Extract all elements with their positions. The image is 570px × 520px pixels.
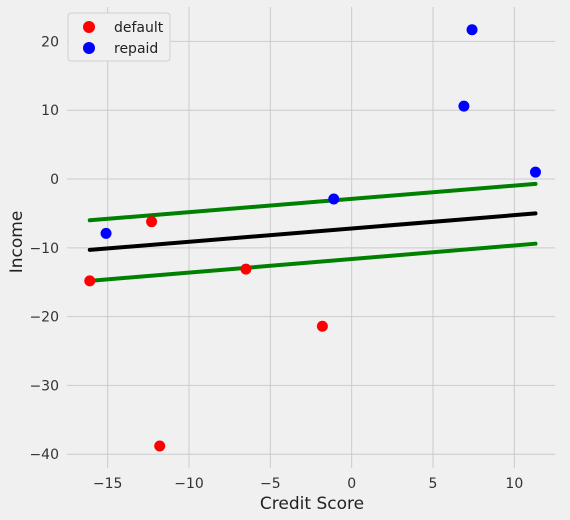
point-repaid [466,24,478,36]
x-tick-label: −10 [174,476,204,492]
y-tick-label: 20 [41,34,59,50]
fit-line [87,181,538,223]
point-repaid [328,193,340,205]
x-tick-label: −5 [260,476,281,492]
x-tick-label: 10 [505,476,523,492]
tick-labels: −15 −10 −5 0 5 10 20 10 0 −10 −20 −30 −40 [29,34,523,492]
legend-marker-repaid [83,42,95,54]
y-tick-label: −30 [29,378,59,394]
legend-marker-default [83,21,95,33]
point-default [84,275,96,287]
fit-lines [87,181,538,283]
data-points [84,24,541,452]
point-default [154,440,166,452]
grid [67,7,555,468]
y-axis-label: Income [7,211,27,274]
y-tick-label: 0 [50,172,59,188]
fit-line [87,211,538,252]
point-repaid [458,100,470,112]
fit-line [87,241,538,283]
point-default [316,320,328,332]
point-repaid [529,166,541,178]
legend-label-default: default [114,20,164,36]
legend-label-repaid: repaid [114,41,158,57]
y-tick-label: −20 [29,310,59,326]
legend: default repaid [67,12,171,62]
x-axis-label: Credit Score [260,494,364,514]
point-default [146,216,158,228]
point-default [240,263,252,275]
x-tick-label: −15 [93,476,123,492]
point-repaid [100,227,112,239]
x-tick-label: 0 [347,476,356,492]
y-tick-label: 10 [41,103,59,119]
y-tick-label: −40 [29,447,59,463]
x-tick-label: 5 [429,476,438,492]
y-tick-label: −10 [29,241,59,257]
